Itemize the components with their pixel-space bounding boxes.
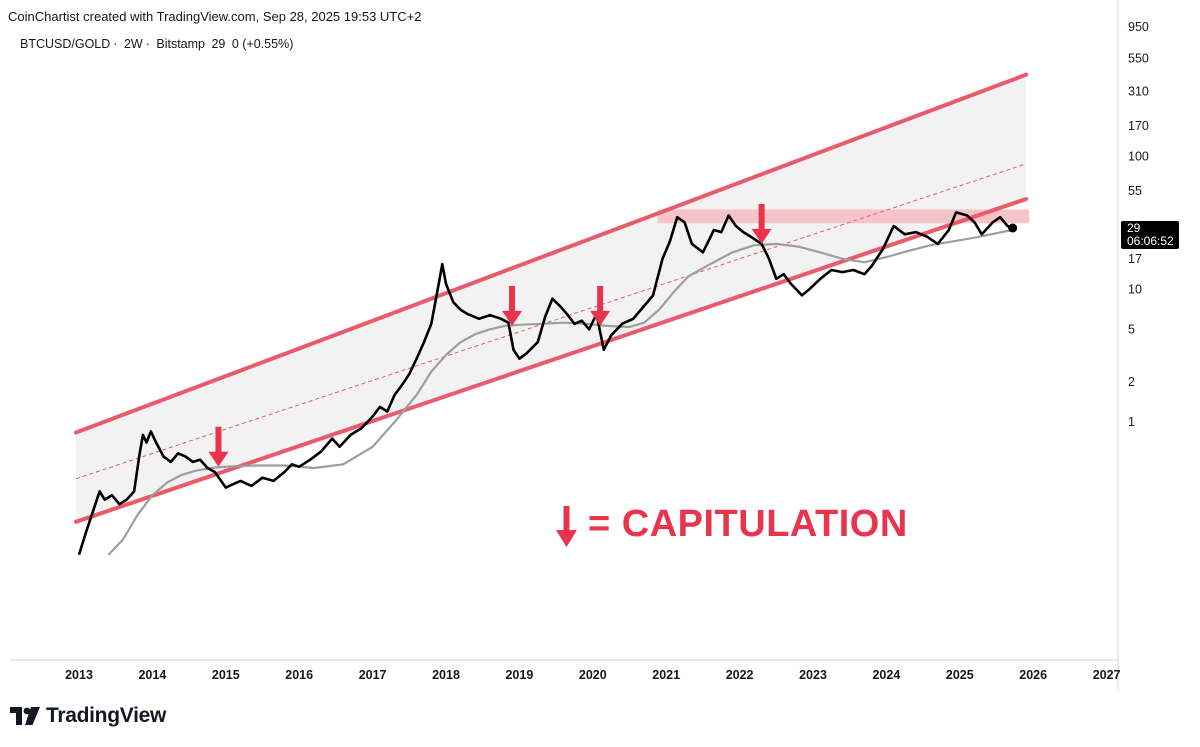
resistance-band: [657, 209, 1030, 224]
marker-shaft: [597, 285, 604, 314]
tradingview-logo[interactable]: TradingView: [10, 704, 166, 728]
channel-layer: [74, 72, 1030, 524]
x-tick-label: 2025: [946, 668, 974, 682]
y-tick-label: 2: [1128, 375, 1135, 389]
last-price-value: 29: [1127, 221, 1141, 235]
x-tick-label: 2017: [359, 668, 387, 682]
y-tick-label: 55: [1128, 184, 1142, 198]
symbol-info[interactable]: BTCUSD/GOLD · 2W · Bitstamp 29 0 (+0.55%): [20, 37, 296, 51]
channel-lower-line: [74, 196, 1029, 524]
x-tick-label: 2015: [212, 668, 240, 682]
symbol-name[interactable]: BTCUSD/GOLD: [20, 37, 111, 51]
marker-head: [208, 451, 229, 467]
x-tick-label: 2026: [1019, 668, 1047, 682]
y-tick-label: 5: [1128, 322, 1135, 336]
bar-countdown: 06:06:52: [1127, 234, 1174, 248]
symbol-interval[interactable]: 2W: [123, 37, 143, 51]
symbol-exchange: Bitstamp: [156, 37, 205, 51]
capitulation-marker: [502, 285, 523, 326]
moving-average-line: [107, 228, 1013, 556]
x-tick-label: 2016: [285, 668, 313, 682]
x-tick-label: 2024: [872, 668, 900, 682]
separator-dot: ·: [113, 37, 118, 51]
last-price-dot: [1008, 223, 1018, 233]
x-tick-label: 2013: [65, 668, 93, 682]
marker-head: [751, 228, 772, 244]
tradingview-logo-icon: [10, 707, 40, 725]
symbol-change: 0 (+0.55%): [231, 37, 294, 51]
y-tick-label: 10: [1128, 282, 1142, 296]
chart-credit: CoinChartist created with TradingView.co…: [8, 9, 422, 24]
capitulation-legend: = CAPITULATION: [588, 503, 908, 545]
x-tick-label: 2018: [432, 668, 460, 682]
x-axis-labels: 2013 2014 2015 2016 2017 2018 2019 2020 2021 2022…: [65, 668, 1120, 682]
tradingview-logo-text: TradingView: [46, 704, 167, 727]
capitulation-arrow-icon: [556, 506, 577, 547]
marker-shaft: [215, 426, 222, 455]
y-tick-label: 170: [1128, 119, 1149, 133]
channel-upper-line: [74, 72, 1029, 435]
marker-shaft: [758, 203, 765, 232]
marker-shaft: [509, 285, 516, 314]
x-tick-label: 2014: [138, 668, 166, 682]
price-line: [77, 211, 1014, 556]
y-axis-labels: 950 550 310 170 100 55 17 10 5 2 1: [1128, 20, 1149, 429]
y-tick-label: 100: [1128, 150, 1149, 164]
x-tick-label: 2027: [1093, 668, 1121, 682]
y-tick-label: 550: [1128, 51, 1149, 65]
channel-fill: [76, 74, 1027, 522]
x-tick-label: 2020: [579, 668, 607, 682]
capitulation-markers: [208, 203, 772, 467]
y-tick-label: 17: [1128, 252, 1142, 266]
x-tick-label: 2022: [726, 668, 754, 682]
x-tick-label: 2019: [505, 668, 533, 682]
x-tick-label: 2021: [652, 668, 680, 682]
series-layer: [77, 211, 1018, 556]
y-tick-label: 950: [1128, 20, 1149, 34]
last-price-tag: 29 06:06:52: [1121, 221, 1179, 249]
symbol-last-value: 29: [211, 37, 226, 51]
y-tick-label: 310: [1128, 84, 1149, 98]
y-tick-label: 1: [1128, 415, 1135, 429]
marker-head: [502, 310, 523, 326]
capitulation-marker: [590, 285, 611, 326]
capitulation-marker: [751, 203, 772, 244]
x-tick-label: 2023: [799, 668, 827, 682]
channel-mid-line: [75, 163, 1027, 480]
marker-head: [590, 310, 611, 326]
capitulation-marker: [208, 426, 229, 467]
separator-dot: ·: [145, 37, 150, 51]
